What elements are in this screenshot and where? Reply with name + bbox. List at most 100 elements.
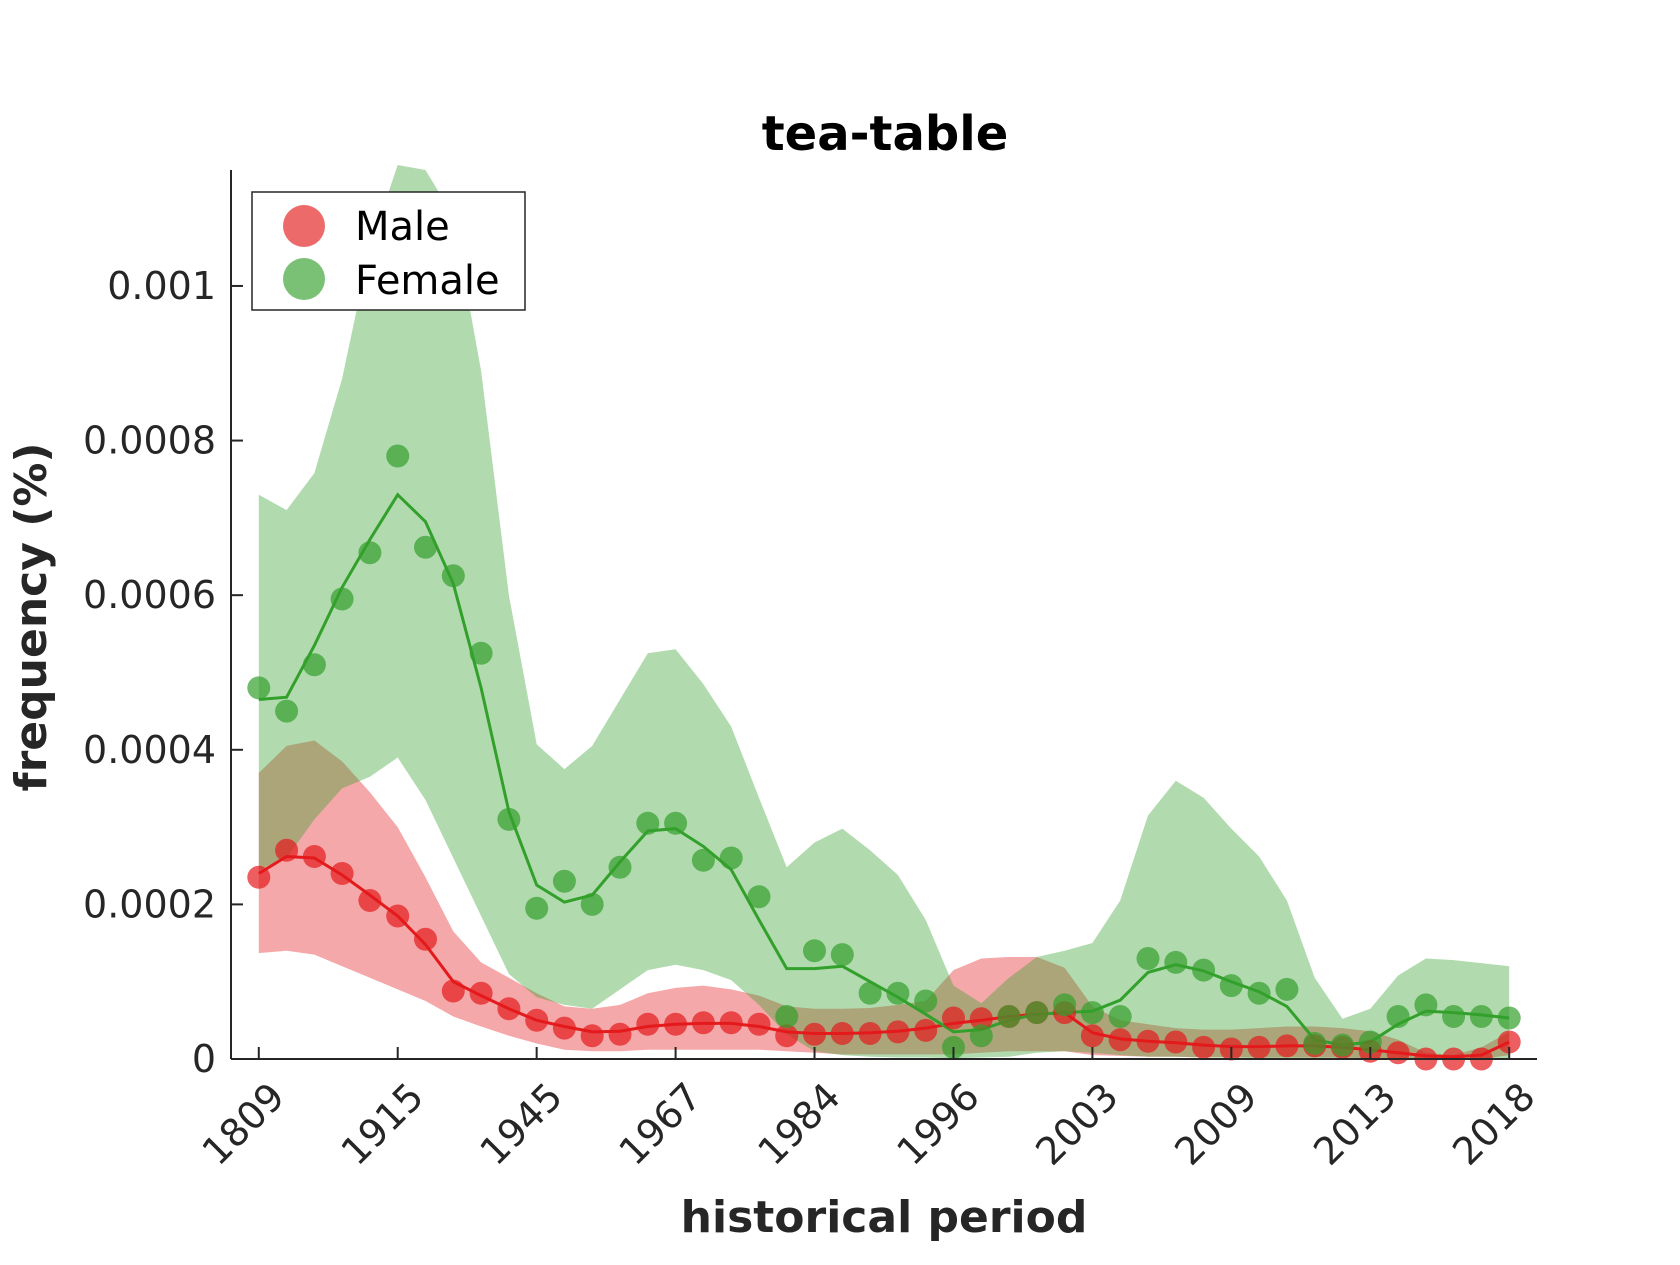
point-male — [497, 997, 521, 1021]
line-female — [258, 492, 1510, 1047]
chart-title: tea-table — [762, 106, 1009, 162]
point-male — [386, 904, 410, 928]
point-female — [1247, 981, 1271, 1005]
point-male — [580, 1024, 604, 1048]
point-male — [608, 1022, 632, 1046]
point-female — [330, 587, 354, 611]
line-male — [258, 854, 1510, 1059]
y-tick-label: 0 — [192, 1037, 216, 1081]
point-female — [275, 699, 299, 723]
y-ticks: 0 0.0002 0.0004 0.0006 0.0008 0.001 — [83, 264, 243, 1081]
confidence-bands — [258, 165, 1510, 1059]
point-female — [1053, 993, 1077, 1017]
y-tick-label: 0.0004 — [83, 728, 216, 772]
point-male — [414, 927, 437, 951]
point-female — [664, 811, 688, 835]
x-tick-label: 1967 — [610, 1074, 710, 1174]
point-male — [719, 1011, 743, 1035]
point-female — [497, 807, 521, 831]
point-male — [247, 865, 271, 889]
point-female — [997, 1005, 1021, 1028]
point-female — [386, 444, 410, 468]
y-tick-label: 0.0006 — [83, 573, 216, 617]
point-male — [1080, 1024, 1104, 1048]
x-tick-label: 1945 — [472, 1074, 572, 1174]
point-male — [914, 1018, 938, 1042]
legend: Male Female — [251, 191, 526, 311]
point-female — [580, 892, 604, 916]
point-male — [1497, 1030, 1521, 1054]
point-female — [1025, 1001, 1049, 1025]
y-tick-label: 0.0002 — [83, 882, 216, 926]
point-female — [914, 989, 938, 1013]
x-axis-label: historical period — [681, 1192, 1088, 1243]
point-female — [1331, 1033, 1354, 1057]
point-male — [886, 1020, 910, 1044]
point-female — [247, 676, 271, 700]
point-male — [775, 1024, 799, 1048]
point-male — [1275, 1034, 1299, 1058]
point-male — [552, 1016, 576, 1040]
point-male — [747, 1012, 771, 1036]
point-male — [525, 1008, 549, 1032]
point-female — [1219, 974, 1243, 998]
point-female — [1358, 1030, 1382, 1054]
point-male — [1192, 1035, 1216, 1059]
point-female — [886, 981, 910, 1005]
point-female — [1303, 1032, 1327, 1055]
legend-marker-female — [283, 258, 325, 300]
point-female — [830, 943, 854, 967]
point-female — [969, 1024, 993, 1048]
point-female — [719, 846, 743, 870]
point-female — [858, 981, 882, 1005]
point-female — [691, 848, 715, 872]
y-tick-label: 0.0008 — [83, 419, 216, 463]
point-female — [803, 939, 826, 963]
point-female — [636, 811, 660, 835]
point-male — [1386, 1041, 1410, 1065]
point-female — [552, 869, 576, 893]
point-male — [441, 979, 465, 1003]
point-female — [1080, 1001, 1104, 1025]
x-ticks: 1809 1915 1945 1967 1984 1996 2003 2009 2013 2018 — [194, 1047, 1544, 1174]
point-male — [691, 1011, 715, 1035]
x-tick-label: 1915 — [333, 1074, 433, 1174]
point-male — [636, 1012, 660, 1036]
x-tick-label: 1809 — [194, 1074, 294, 1174]
band-female — [258, 165, 1510, 1059]
x-tick-label: 2018 — [1444, 1074, 1544, 1174]
point-male — [1108, 1028, 1132, 1052]
y-tick-label: 0.001 — [107, 264, 216, 308]
y-axis-label: frequency (%) — [6, 442, 57, 791]
point-male — [275, 838, 299, 862]
point-female — [1164, 950, 1188, 974]
point-female — [608, 855, 632, 879]
point-female — [1469, 1005, 1493, 1028]
point-female — [775, 1005, 799, 1028]
point-female — [469, 641, 493, 665]
point-male — [803, 1022, 826, 1046]
point-male — [358, 889, 382, 912]
point-female — [1108, 1005, 1132, 1028]
x-tick-label: 2009 — [1166, 1074, 1266, 1174]
x-tick-label: 2013 — [1305, 1074, 1405, 1174]
point-male — [830, 1022, 854, 1045]
legend-label-female: Female — [355, 258, 500, 304]
x-tick-label: 1996 — [888, 1074, 988, 1174]
point-female — [414, 535, 437, 559]
series-lines — [258, 492, 1510, 1059]
point-male — [302, 845, 326, 868]
point-female — [1386, 1005, 1410, 1028]
point-female — [1192, 958, 1216, 982]
point-female — [441, 564, 465, 588]
point-male — [942, 1006, 965, 1030]
x-tick-label: 2003 — [1027, 1074, 1127, 1174]
legend-marker-male — [283, 205, 325, 247]
point-female — [747, 885, 771, 909]
point-female — [302, 653, 326, 677]
point-male — [469, 981, 493, 1005]
point-female — [1442, 1005, 1466, 1028]
point-male — [330, 862, 354, 885]
